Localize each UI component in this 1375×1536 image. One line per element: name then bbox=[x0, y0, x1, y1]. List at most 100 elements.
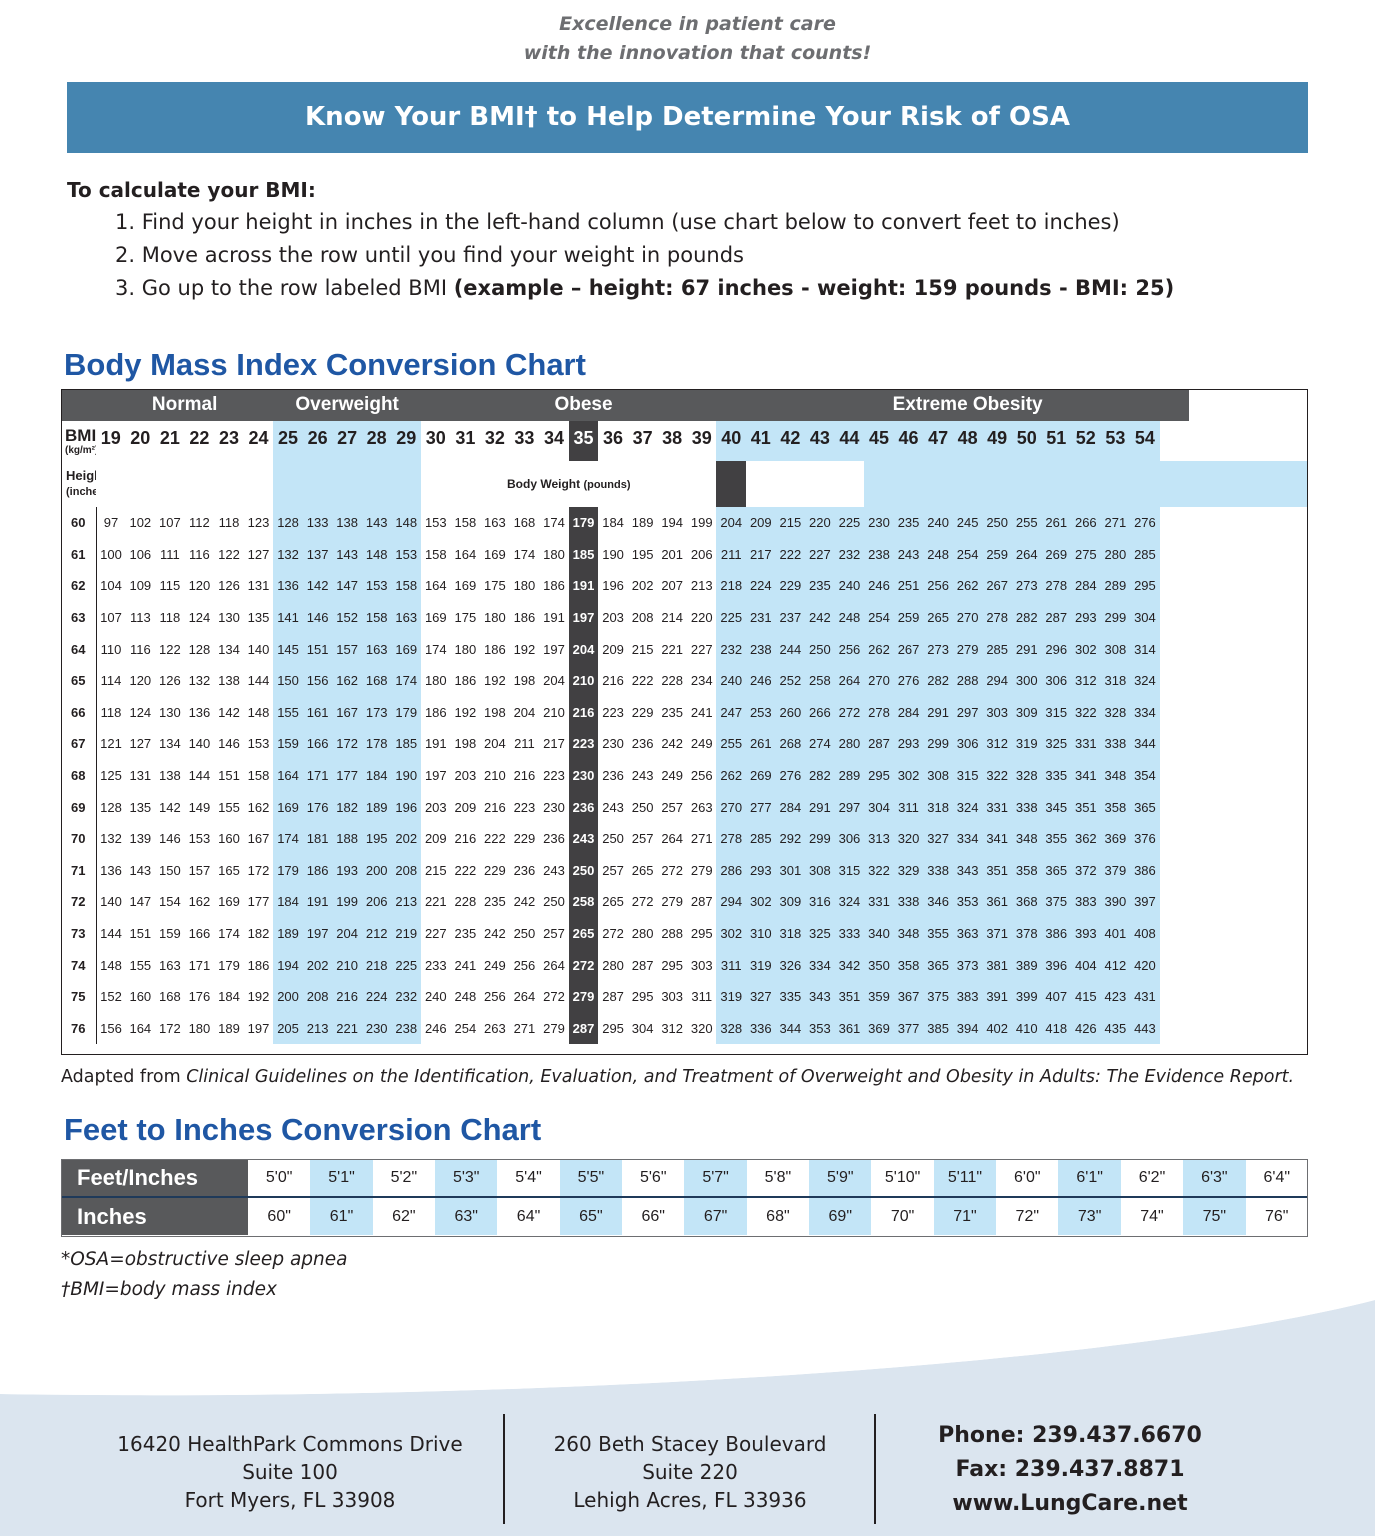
inches-cell: 62" bbox=[392, 1207, 416, 1225]
bmi-value: 19 bbox=[100, 428, 121, 448]
weight-cell: 261 bbox=[1041, 507, 1072, 539]
weight-cell: 236 bbox=[568, 791, 599, 823]
weight-cell: 163 bbox=[361, 633, 392, 665]
weight-cell: 287 bbox=[1041, 601, 1072, 634]
weight-cell: 128 bbox=[273, 507, 303, 539]
weight-cell: 197 bbox=[568, 601, 599, 634]
weight-cell: 312 bbox=[982, 728, 1012, 760]
height-cell: 60 bbox=[61, 507, 97, 539]
weight-cell: 182 bbox=[332, 791, 362, 823]
weight-cell: 208 bbox=[631, 610, 654, 626]
weight-cell: 142 bbox=[302, 570, 333, 602]
bmi-value: 36 bbox=[603, 428, 624, 448]
weight-cell: 303 bbox=[690, 957, 713, 973]
source-title: Clinical Guidelines on the Identificatio… bbox=[186, 1067, 1295, 1087]
weight-cell: 97 bbox=[103, 515, 119, 531]
weight-cell: 204 bbox=[513, 704, 536, 720]
empty-cell bbox=[185, 461, 215, 507]
weight-cell: 293 bbox=[1071, 601, 1101, 634]
weight-cell: 295 bbox=[661, 957, 684, 973]
bmi-value: 44 bbox=[834, 421, 865, 461]
weight-cell: 107 bbox=[100, 610, 122, 626]
weight-cell: 168 bbox=[159, 989, 181, 1005]
feet-cell: 5'4" bbox=[497, 1159, 560, 1198]
bmi-value: 51 bbox=[1041, 421, 1072, 461]
inches-cell: 76" bbox=[1265, 1207, 1289, 1225]
instructions-heading: To calculate your BMI: bbox=[67, 178, 316, 202]
feet-cell: 6'4" bbox=[1245, 1159, 1308, 1198]
weight-cell: 243 bbox=[543, 862, 565, 878]
extreme-band bbox=[864, 461, 1308, 507]
weight-cell: 335 bbox=[775, 980, 806, 1013]
weight-cell: 164 bbox=[424, 578, 447, 594]
bmi-value: 47 bbox=[923, 421, 953, 461]
weight-cell: 320 bbox=[690, 1020, 713, 1036]
weight-cell: 169 bbox=[391, 633, 422, 665]
body-weight-unit: (pounds) bbox=[583, 479, 631, 491]
bmi-value: 33 bbox=[514, 428, 535, 448]
weight-cell: 191 bbox=[568, 570, 599, 602]
weight-cell: 163 bbox=[391, 601, 422, 634]
weight-cell: 343 bbox=[952, 854, 983, 887]
feet-chart-title: Feet to Inches Conversion Chart bbox=[64, 1112, 542, 1147]
table-row: 63 107 113 118 124 130 135 141 146 152 158 163 169 17… bbox=[61, 601, 1308, 634]
bmi-value: 20 bbox=[130, 428, 151, 448]
weight-cell: 146 bbox=[159, 831, 181, 847]
weight-cell: 162 bbox=[332, 664, 362, 697]
weight-cell: 275 bbox=[1071, 538, 1101, 571]
weight-cell: 225 bbox=[716, 601, 747, 634]
weight-cell: 221 bbox=[661, 641, 684, 657]
weight-cell: 190 bbox=[602, 546, 624, 562]
weight-cell: 269 bbox=[746, 759, 776, 792]
weight-cell: 255 bbox=[1011, 507, 1042, 539]
weight-cell: 179 bbox=[218, 957, 240, 973]
weight-cell: 134 bbox=[159, 736, 181, 752]
weight-cell: 365 bbox=[923, 949, 953, 981]
weight-cell: 229 bbox=[775, 570, 806, 602]
weight-cell: 273 bbox=[1011, 570, 1042, 602]
weight-cell: 216 bbox=[513, 768, 536, 784]
feet-cell: 5'3" bbox=[435, 1159, 498, 1198]
weight-cell: 335 bbox=[1041, 759, 1072, 792]
weight-cell: 294 bbox=[716, 886, 747, 918]
weight-cell: 315 bbox=[834, 854, 865, 887]
weight-cell: 167 bbox=[247, 831, 270, 847]
bmi-conversion-table: Normal Overweight Obese Extreme Obesity BMI(… bbox=[61, 389, 1308, 1045]
weight-cell: 280 bbox=[1100, 538, 1131, 571]
overweight-band bbox=[273, 461, 422, 507]
weight-cell: 144 bbox=[188, 768, 211, 784]
height-cell: 65 bbox=[61, 664, 97, 697]
weight-cell: 318 bbox=[923, 791, 953, 823]
weight-cell: 212 bbox=[361, 917, 392, 950]
weight-cell: 120 bbox=[188, 578, 211, 594]
weight-cell: 338 bbox=[923, 854, 953, 887]
phone-number[interactable]: Phone: 239.437.6670 bbox=[938, 1423, 1202, 1448]
weight-cell: 328 bbox=[716, 1012, 747, 1045]
weight-cell: 272 bbox=[568, 949, 599, 981]
weight-cell: 287 bbox=[690, 894, 713, 910]
weight-cell: 313 bbox=[864, 822, 894, 855]
weight-cell: 177 bbox=[332, 759, 362, 792]
weight-cell: 308 bbox=[805, 854, 835, 887]
weight-cell: 285 bbox=[746, 822, 776, 855]
bmi-value: 21 bbox=[159, 428, 180, 448]
bmi-category-extreme-obesity: Extreme Obesity bbox=[746, 389, 1190, 421]
weight-cell: 184 bbox=[361, 759, 392, 792]
weight-cell: 292 bbox=[775, 822, 806, 855]
weight-cell: 278 bbox=[716, 822, 747, 855]
weight-cell: 308 bbox=[923, 759, 953, 792]
weight-cell: 168 bbox=[513, 515, 536, 531]
table-row: 64 110 116 122 128 134 140 145 151 157 163 169 174 18… bbox=[61, 633, 1308, 665]
weight-cell: 319 bbox=[1011, 728, 1042, 760]
weight-cell: 196 bbox=[391, 791, 422, 823]
weight-cell: 431 bbox=[1130, 980, 1160, 1013]
weight-cell: 334 bbox=[952, 822, 983, 855]
website-link[interactable]: www.LungCare.net bbox=[952, 1491, 1188, 1516]
weight-cell: 351 bbox=[834, 980, 865, 1013]
weight-cell: 393 bbox=[1071, 917, 1101, 950]
weight-cell: 348 bbox=[1100, 759, 1131, 792]
height-cell: 63 bbox=[61, 601, 97, 634]
weight-cell: 159 bbox=[159, 926, 181, 942]
weight-cell: 176 bbox=[302, 791, 333, 823]
weight-cell: 137 bbox=[302, 538, 333, 571]
